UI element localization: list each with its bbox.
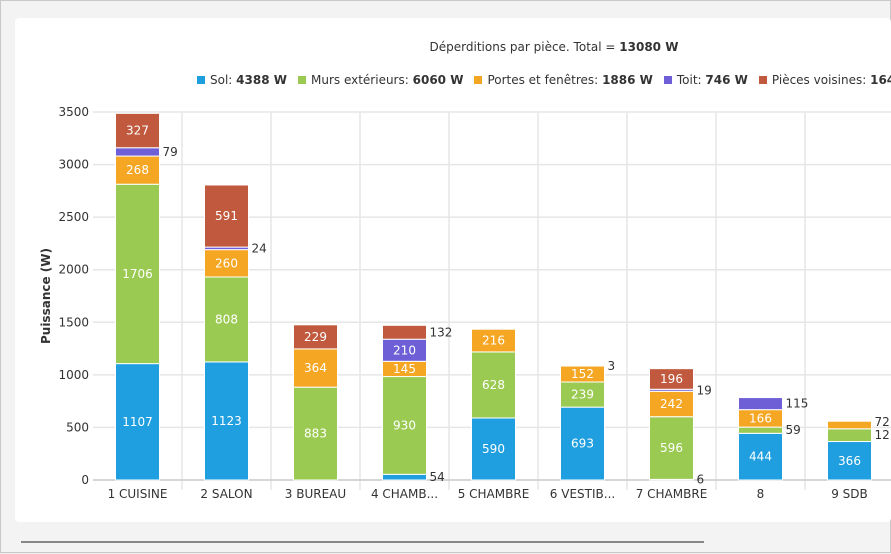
data-label: 196 bbox=[660, 372, 683, 386]
y-axis-label: Puissance (W) bbox=[39, 248, 53, 344]
data-label: 590 bbox=[482, 442, 505, 456]
data-label: 693 bbox=[571, 437, 594, 451]
bar-segment[interactable] bbox=[116, 148, 160, 156]
data-label: 591 bbox=[215, 209, 238, 223]
x-tick-label: 8 bbox=[757, 487, 765, 501]
data-label: 59 bbox=[786, 423, 801, 437]
data-label: 242 bbox=[660, 397, 683, 411]
bar-segment[interactable] bbox=[383, 474, 427, 480]
data-label: 808 bbox=[215, 312, 238, 326]
data-label: 1706 bbox=[122, 267, 153, 281]
x-tick-label: 5 CHAMBRE bbox=[458, 487, 530, 501]
y-tick-label: 1000 bbox=[58, 368, 89, 382]
data-label: 366 bbox=[838, 454, 861, 468]
data-label: 444 bbox=[749, 450, 772, 464]
data-label: 121 bbox=[875, 428, 891, 442]
y-tick-label: 3000 bbox=[58, 158, 89, 172]
data-label: 930 bbox=[393, 418, 416, 432]
data-label: 152 bbox=[571, 367, 594, 381]
bar-segment[interactable] bbox=[828, 421, 872, 429]
data-label: 239 bbox=[571, 388, 594, 402]
bar-segment[interactable] bbox=[739, 398, 783, 410]
x-tick-label: 4 CHAMB... bbox=[371, 487, 438, 501]
bar-segment[interactable] bbox=[828, 429, 872, 442]
data-label: 210 bbox=[393, 343, 416, 357]
horizontal-scrollbar[interactable] bbox=[21, 541, 704, 543]
data-label: 19 bbox=[697, 383, 712, 397]
data-label: 628 bbox=[482, 378, 505, 392]
bar-segment[interactable] bbox=[739, 427, 783, 433]
data-label: 1123 bbox=[211, 414, 242, 428]
bar-segment[interactable] bbox=[383, 325, 427, 339]
data-label: 1107 bbox=[122, 415, 153, 429]
data-label: 145 bbox=[393, 362, 416, 376]
data-label: 229 bbox=[304, 330, 327, 344]
x-tick-label: 3 BUREAU bbox=[285, 487, 346, 501]
y-tick-label: 2500 bbox=[58, 210, 89, 224]
data-label: 132 bbox=[430, 325, 453, 339]
data-label: 883 bbox=[304, 427, 327, 441]
y-tick-label: 0 bbox=[81, 473, 89, 487]
data-label: 268 bbox=[126, 163, 149, 177]
data-label: 54 bbox=[430, 470, 445, 484]
data-label: 24 bbox=[252, 241, 267, 255]
data-label: 327 bbox=[126, 124, 149, 138]
data-label: 364 bbox=[304, 361, 327, 375]
y-tick-label: 500 bbox=[66, 420, 89, 434]
data-label: 596 bbox=[660, 441, 683, 455]
x-tick-label: 6 VESTIB... bbox=[550, 487, 615, 501]
data-label: 6 bbox=[697, 473, 705, 487]
x-tick-label: 9 SDB bbox=[831, 487, 868, 501]
data-label: 72 bbox=[875, 415, 890, 429]
data-label: 260 bbox=[215, 256, 238, 270]
data-label: 3 bbox=[608, 359, 616, 373]
x-tick-label: 1 CUISINE bbox=[108, 487, 168, 501]
x-tick-label: 2 SALON bbox=[200, 487, 252, 501]
data-label: 216 bbox=[482, 334, 505, 348]
y-tick-label: 1500 bbox=[58, 315, 89, 329]
data-label: 115 bbox=[786, 397, 809, 411]
data-label: 166 bbox=[749, 411, 772, 425]
x-tick-label: 7 CHAMBRE bbox=[636, 487, 708, 501]
data-label: 79 bbox=[163, 145, 178, 159]
y-tick-label: 2000 bbox=[58, 263, 89, 277]
y-tick-label: 3500 bbox=[58, 105, 89, 119]
